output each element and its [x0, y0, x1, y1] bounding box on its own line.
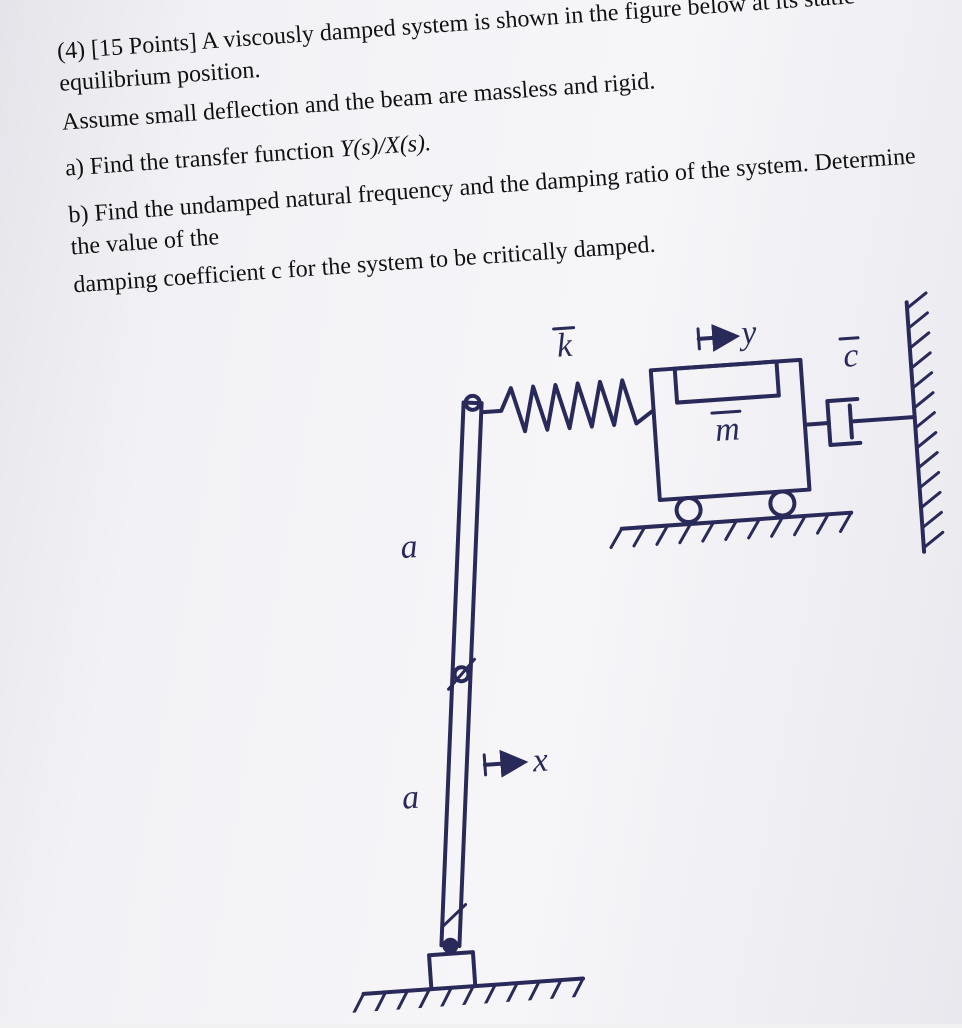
system-diagram: k m c y x a a: [276, 269, 962, 1015]
figure: k m c y x a a: [276, 269, 962, 1015]
label-a1: a: [399, 528, 419, 566]
label-k: k: [556, 326, 575, 364]
problem-number: (4) [15 Points]: [56, 29, 197, 65]
question-block: (4) [15 Points] A viscously damped syste…: [56, 0, 962, 1028]
part-a-text: a) Find the transfer function: [64, 137, 340, 182]
label-a2: a: [401, 778, 421, 816]
label-x: x: [530, 741, 549, 779]
label-c: c: [842, 337, 860, 375]
transfer-function: Y(s)/X(s).: [339, 130, 432, 162]
label-m: m: [714, 410, 741, 449]
label-y: y: [737, 314, 759, 352]
page: (4) [15 Points] A viscously damped syste…: [0, 0, 962, 1024]
